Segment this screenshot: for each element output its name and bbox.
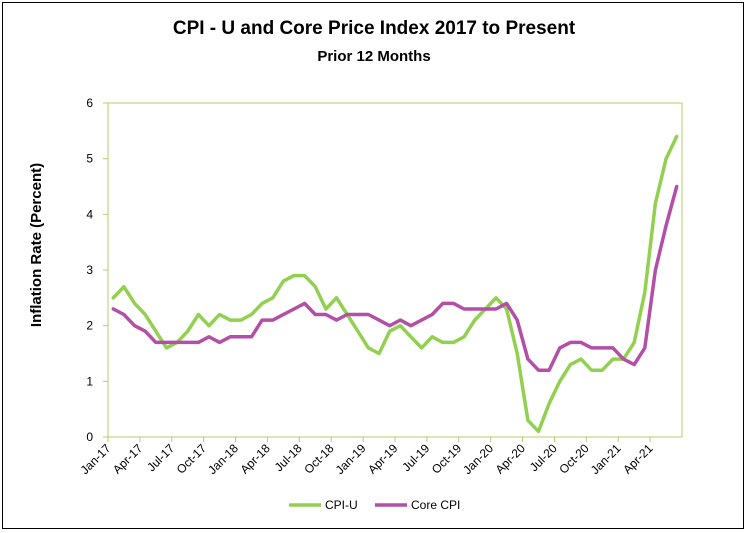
x-tick-label: Jan-17 (78, 441, 114, 477)
y-tick-label: 3 (86, 263, 93, 277)
series-line-cpi-u (111, 134, 679, 434)
x-tick-labels: Jan-17Apr-17Jul-17Oct-17Jan-18Apr-18Jul-… (78, 441, 656, 477)
x-tick-label: Jan-20 (460, 441, 496, 477)
y-tick-label: 0 (86, 430, 93, 444)
series-line-core-cpi (111, 184, 679, 372)
x-tick-label: Oct-20 (556, 441, 592, 477)
y-tick-label: 6 (86, 96, 93, 110)
chart-title: CPI - U and Core Price Index 2017 to Pre… (172, 18, 576, 39)
y-axis-label: Inflation Rate (Percent) (28, 163, 45, 327)
x-tick-label: Jan-18 (205, 441, 241, 477)
x-tick-label: Apr-19 (365, 441, 401, 477)
x-tick-label: Jul-19 (399, 441, 432, 474)
x-tick-label: Jul-20 (527, 441, 560, 474)
series-lines (111, 134, 679, 434)
x-tick-label: Oct-19 (429, 441, 465, 477)
y-tick-labels: 0 1 2 3 4 5 6 (86, 96, 93, 444)
x-tick-label: Jul-18 (272, 441, 305, 474)
x-tick-label: Jul-17 (144, 441, 177, 474)
x-tick-label: Apr-18 (238, 441, 274, 477)
x-tick-label: Oct-17 (174, 441, 210, 477)
y-tick-label: 2 (86, 319, 93, 333)
x-tick-label: Jan-19 (333, 441, 369, 477)
chart-subtitle: Prior 12 Months (317, 48, 431, 65)
legend-label-core-cpi: Core CPI (411, 498, 460, 512)
legend-label-cpi-u: CPI-U (325, 498, 358, 512)
x-tick-label: Apr-21 (620, 441, 656, 477)
x-tick-label: Apr-17 (110, 441, 146, 477)
legend: CPI-U Core CPI (289, 498, 460, 512)
x-tick-label: Jan-21 (588, 441, 624, 477)
y-tick-label: 4 (86, 207, 93, 221)
plot-area (107, 102, 683, 438)
y-tick-label: 5 (86, 152, 93, 166)
x-tick-label: Oct-18 (301, 441, 337, 477)
y-axis-label-group: Inflation Rate (Percent) (28, 163, 45, 327)
y-tick-label: 1 (86, 374, 93, 388)
axes (103, 102, 683, 442)
x-tick-label: Apr-20 (493, 441, 529, 477)
